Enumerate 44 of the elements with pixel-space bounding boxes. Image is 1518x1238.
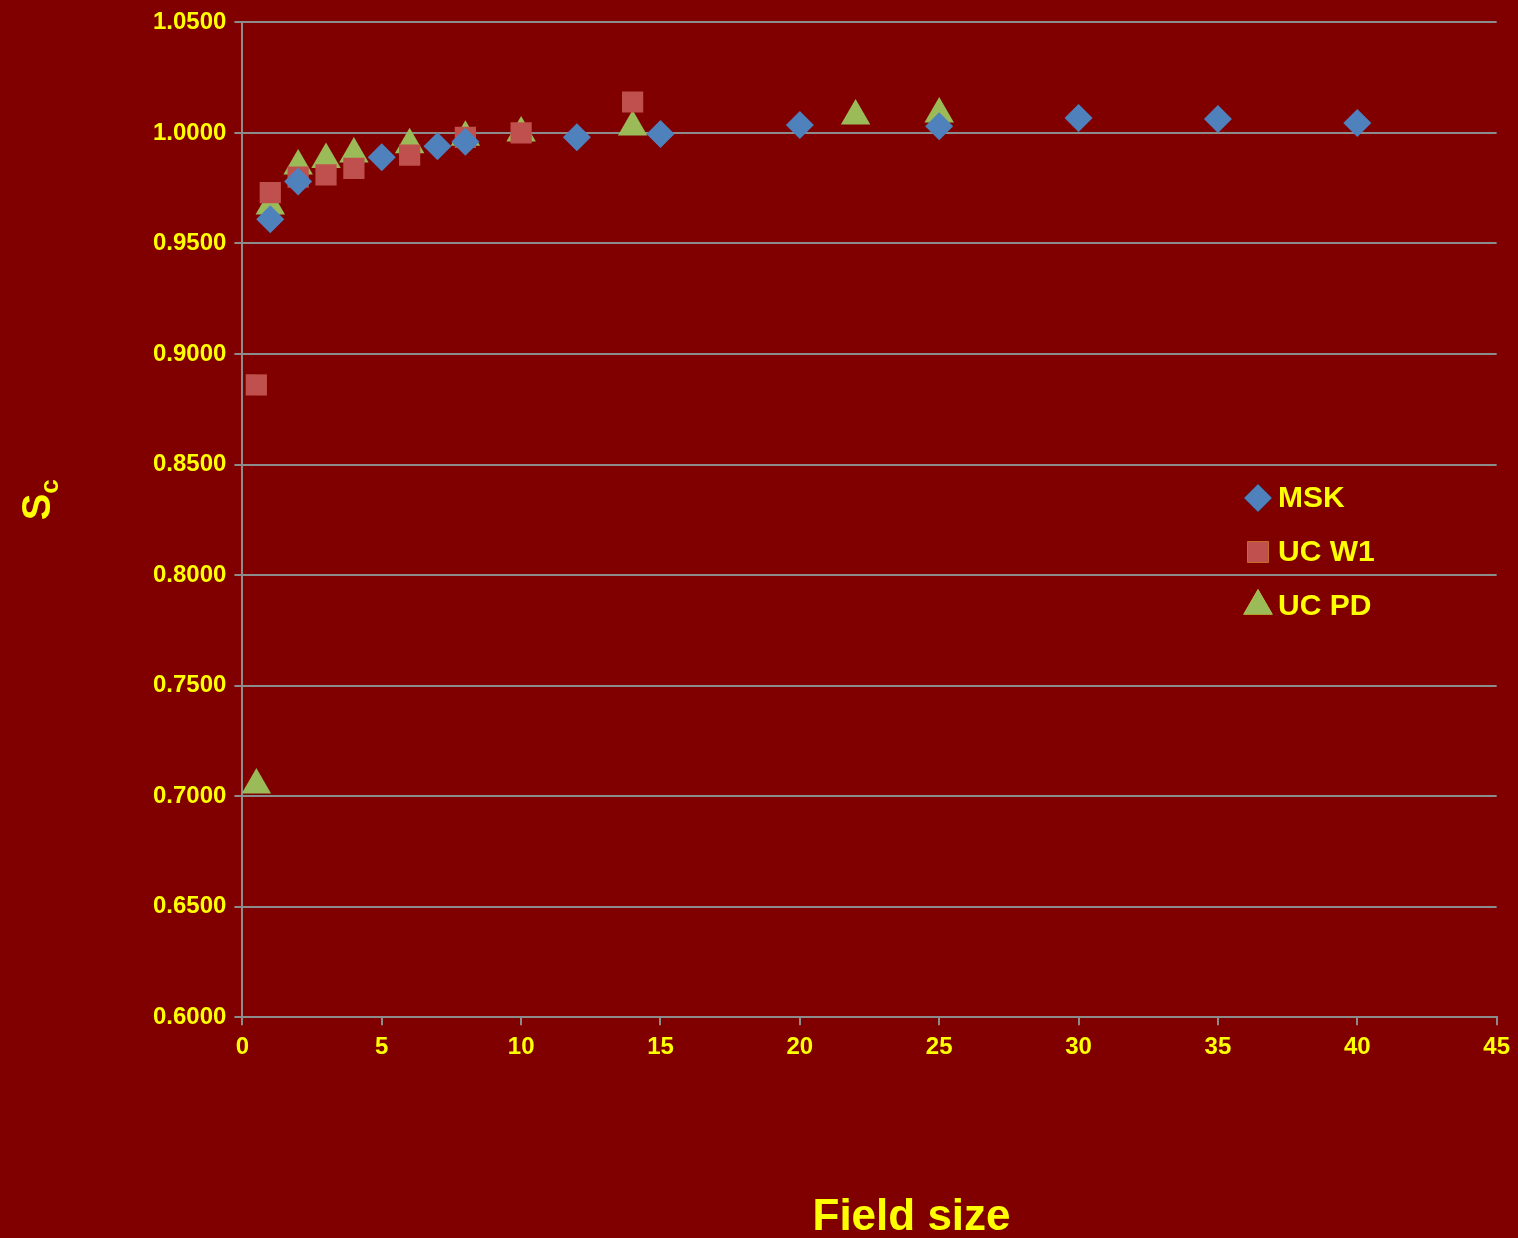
point (1343, 108, 1372, 137)
y-tick-label: 0.9500 (153, 228, 227, 256)
x-tick-label: 5 (375, 1032, 389, 1060)
point (256, 205, 285, 234)
y-tick-label: 1.0500 (153, 7, 227, 35)
y-tick-label: 0.9000 (153, 338, 227, 366)
point (245, 374, 267, 396)
point (925, 112, 954, 141)
point (242, 768, 272, 794)
y-tick-label: 0.6000 (153, 1001, 227, 1029)
y-tick-label: 1.0000 (153, 117, 227, 145)
x-axis-title: Field size (812, 1190, 1011, 1238)
legend-label: UC W1 (1278, 534, 1375, 568)
y-tick-label: 0.6500 (153, 891, 227, 919)
point (622, 91, 644, 113)
y-tick-label: 0.8500 (153, 449, 227, 477)
point (562, 123, 591, 152)
x-tick-label: 25 (925, 1032, 953, 1060)
legend-label: UC PD (1278, 588, 1372, 622)
y-tick-label: 0.7500 (153, 670, 227, 698)
x-tick-label: 10 (507, 1032, 535, 1060)
x-tick-label: 15 (647, 1032, 674, 1060)
point (315, 164, 337, 186)
y-tick-label: 0.7000 (153, 780, 227, 808)
point (785, 110, 814, 139)
point (423, 132, 452, 161)
point (1203, 105, 1232, 134)
point (646, 120, 675, 149)
point (399, 144, 421, 166)
point (451, 127, 480, 156)
point (284, 167, 313, 196)
y-tick-label: 0.8000 (153, 559, 227, 587)
x-tick-label: 35 (1204, 1032, 1232, 1060)
x-tick-label: 0 (235, 1032, 250, 1060)
x-tick-label: 20 (786, 1032, 814, 1060)
legend-label: MSK (1278, 480, 1345, 514)
point (367, 143, 396, 172)
point (1064, 103, 1093, 132)
point (343, 157, 365, 179)
point (259, 182, 281, 204)
x-tick-label: 45 (1483, 1032, 1510, 1060)
x-tick-label: 40 (1343, 1032, 1371, 1060)
y-axis-title: Sc (14, 479, 64, 521)
x-tick-label: 30 (1065, 1032, 1092, 1060)
